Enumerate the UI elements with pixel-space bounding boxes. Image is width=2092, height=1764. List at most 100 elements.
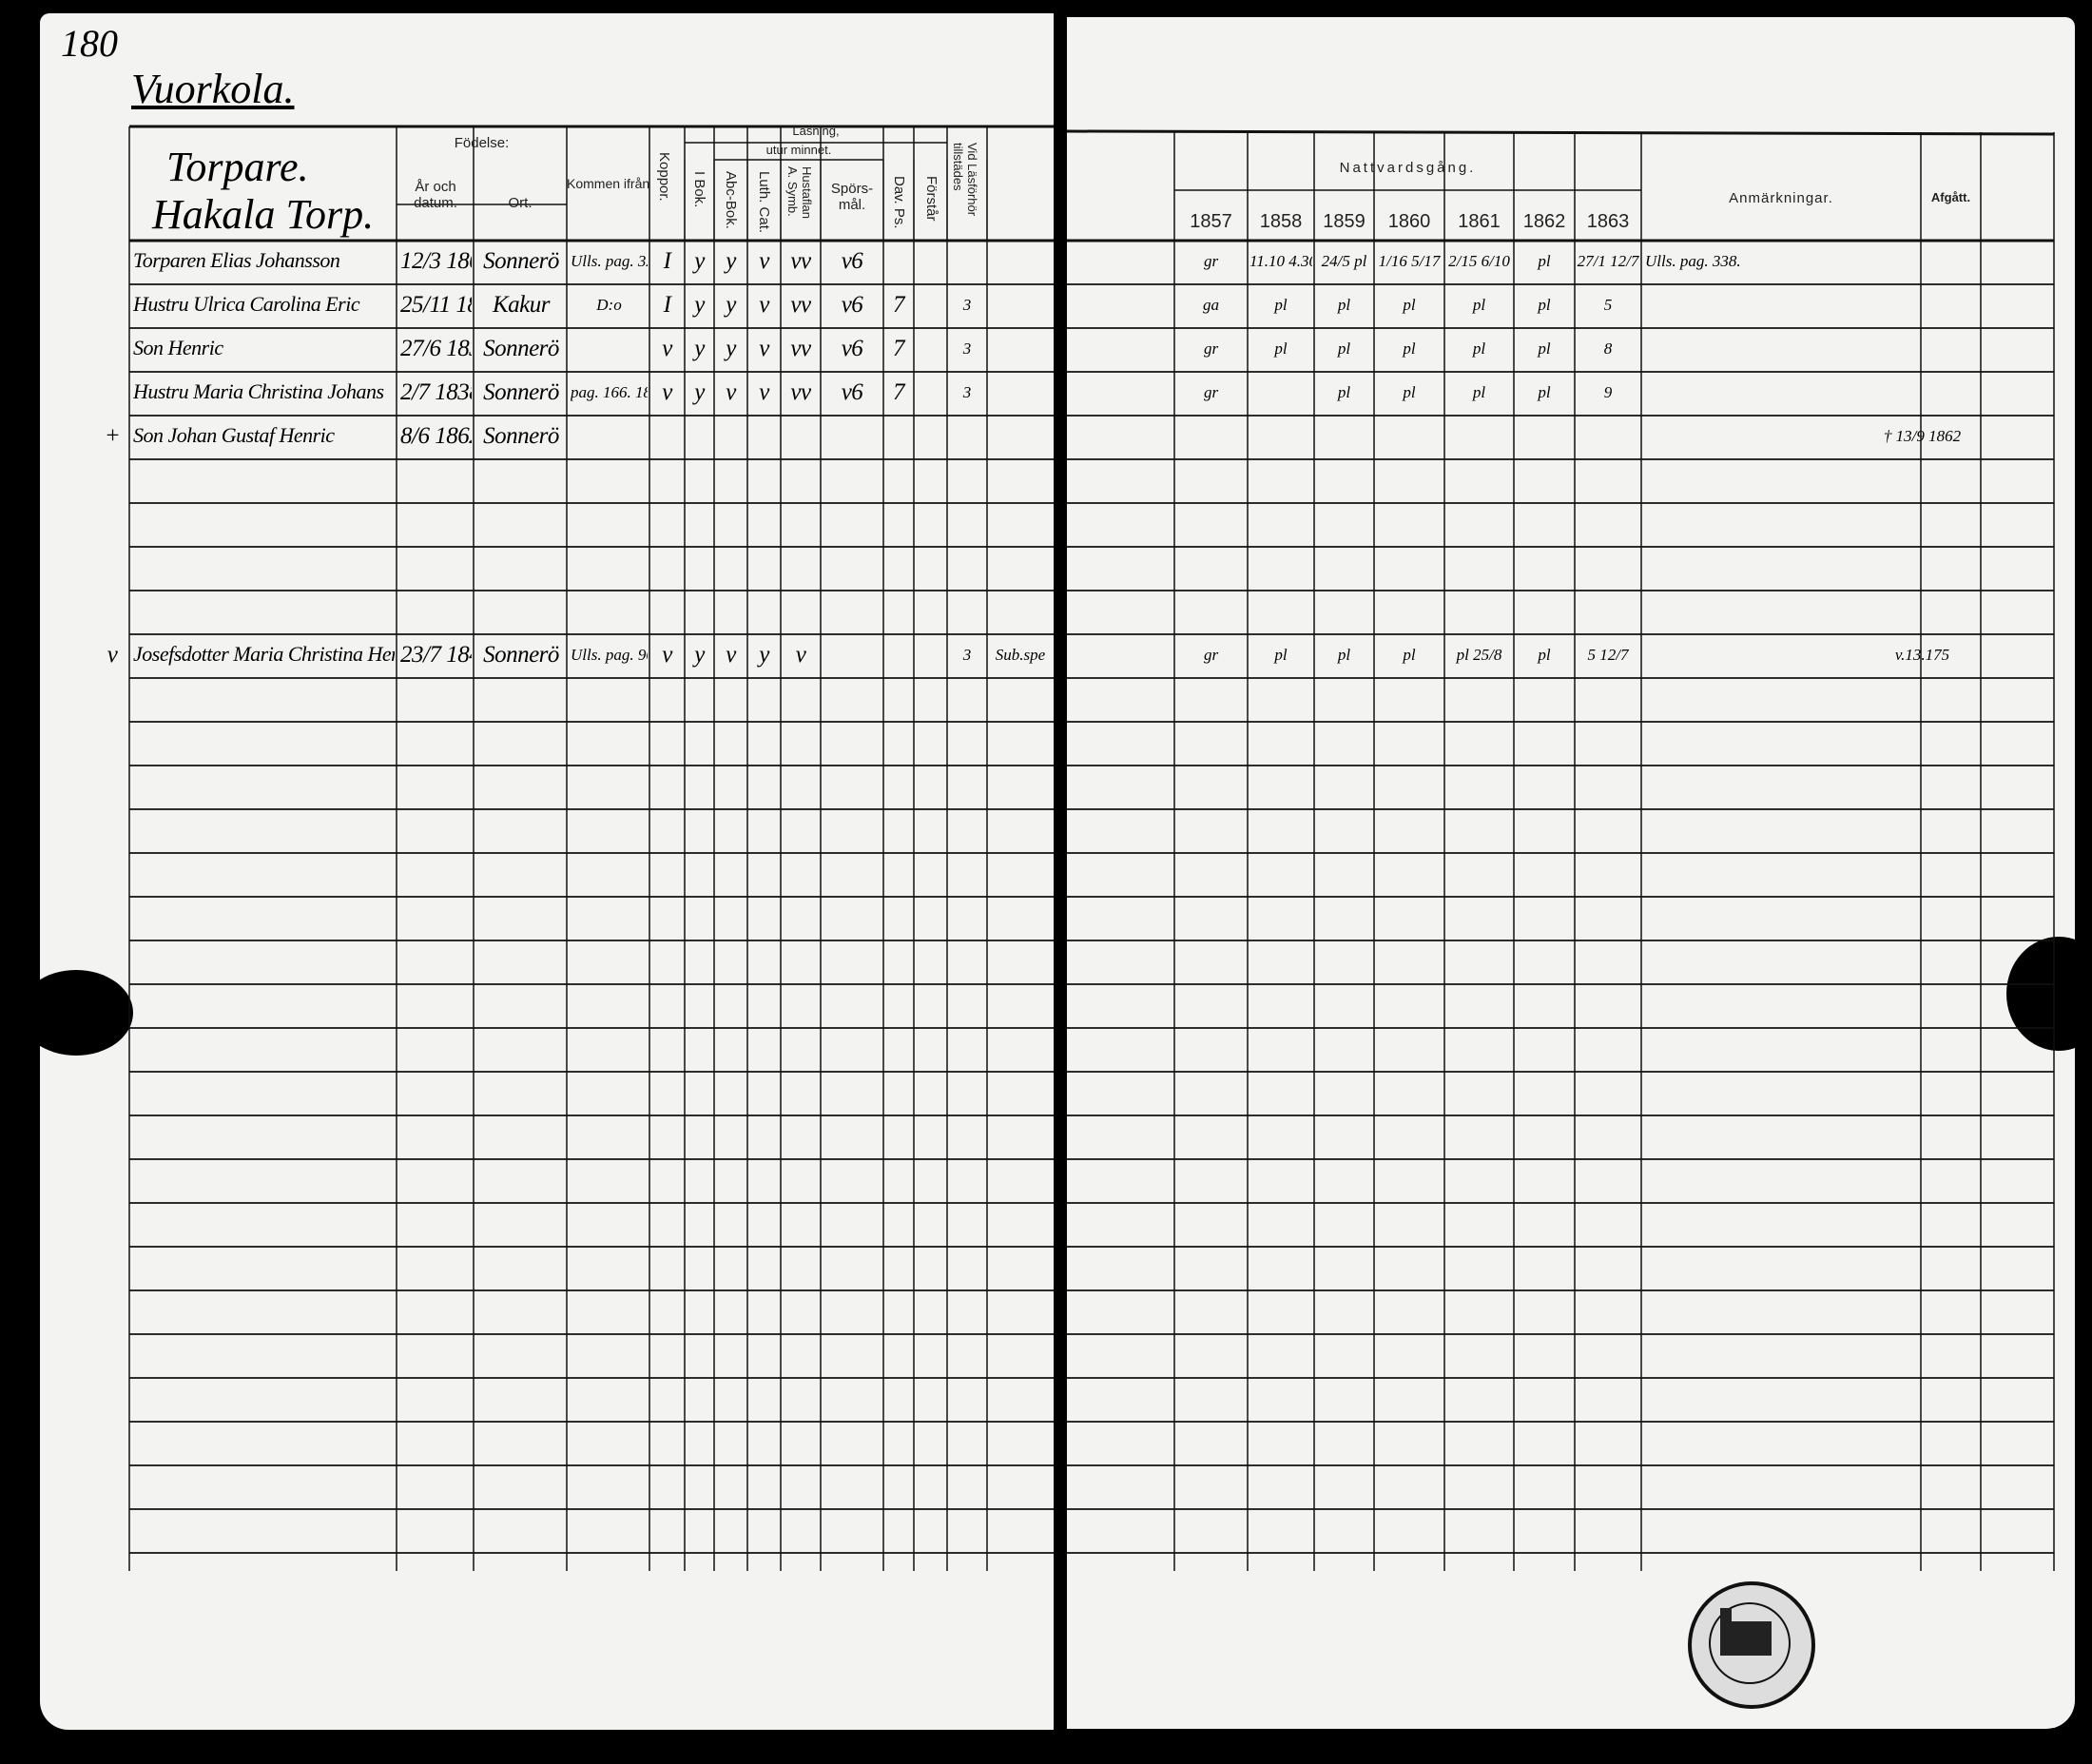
cell-ibok: y: [694, 379, 705, 405]
cell-name: Son Johan Gustaf Henric: [133, 423, 335, 447]
cell-abc: v: [726, 642, 736, 668]
cell-hust: v: [795, 642, 806, 668]
scan-shadow: [2006, 937, 2092, 1051]
header-kommen-ifran: Kommen ifrån: [567, 176, 650, 191]
category-label: Torpare.: [166, 144, 309, 190]
header-ort: Ort.: [508, 195, 533, 211]
header-abc-bok: Abc-Bok.: [723, 171, 739, 229]
cell-n1862: pl: [1538, 383, 1551, 401]
cell-name: Torparen Elias Johansson: [133, 248, 340, 272]
cell-hust: vv: [790, 336, 811, 361]
cell-n1857: gr: [1203, 646, 1219, 664]
cell-n1859: pl: [1337, 339, 1351, 358]
cell-n1858: pl: [1274, 646, 1288, 664]
cell-lasf: 3: [962, 339, 972, 358]
cell-spors: v6: [841, 248, 863, 274]
right-page: [1067, 17, 2075, 1729]
cell-afgatt: v.13.175: [1894, 646, 1950, 664]
cell-ibok: y: [694, 292, 705, 318]
cell-n1863: 5 12/7: [1587, 646, 1629, 664]
cell-n1863: 9: [1603, 383, 1613, 401]
cell-remark: Ulls. pag. 338.: [1645, 252, 1741, 270]
header-nattvardsgang: Nattvardsgång.: [1339, 160, 1477, 176]
village-name: Vuorkola.: [131, 66, 295, 112]
cell-name: Hustru Maria Christina Johans: [133, 379, 384, 403]
cell-ibok: y: [694, 642, 705, 668]
cell-koppor: I: [663, 248, 671, 274]
cell-n1861: pl: [1472, 383, 1486, 401]
cell-date: 12/3 1806: [400, 248, 472, 274]
cell-n1860: pl: [1403, 296, 1416, 314]
year-header-1862: 1862: [1522, 211, 1566, 232]
cell-n1859: pl: [1337, 296, 1351, 314]
cell-place: Sonnerö: [483, 336, 559, 361]
scan-shadow: [19, 970, 133, 1056]
header-i-bok: I Bok.: [691, 171, 707, 208]
cell-koppor: I: [663, 292, 671, 318]
cell-place: Sonnerö: [483, 642, 559, 668]
cell-n1859: pl: [1337, 383, 1351, 401]
farm-name: Hakala Torp.: [152, 191, 375, 238]
cell-date: 27/6 1837: [400, 336, 472, 361]
header-fodelse: Födelse:: [454, 135, 510, 151]
diocese-stamp: [1688, 1581, 1815, 1709]
cell-n1859: 24/5 pl: [1321, 252, 1367, 270]
cell-margin: +: [104, 423, 121, 449]
cell-dav: 7: [893, 292, 905, 318]
cell-from: Ulls. pag. 96 1857: [571, 646, 648, 664]
header-anmarkningar: Anmärkningar.: [1729, 190, 1833, 206]
cell-date: 2/7 1838: [400, 379, 472, 405]
cell-name: Son Henric: [133, 336, 223, 359]
header-luth-cat: Luth. Cat.: [756, 171, 772, 234]
cell-n1857: gr: [1203, 252, 1219, 270]
cell-lasf: 3: [962, 296, 972, 314]
cell-n1857: gr: [1203, 383, 1219, 401]
cell-lasf2: Sub.spe: [995, 646, 1046, 664]
cell-n1862: pl: [1538, 339, 1551, 358]
year-header-1860: 1860: [1387, 211, 1431, 232]
cell-place: Sonnerö: [483, 379, 559, 405]
cell-n1860: 1/16 5/17: [1378, 252, 1441, 270]
cell-lasf: 3: [962, 646, 972, 664]
cell-abc: y: [726, 248, 736, 274]
cell-name: Josefsdotter Maria Christina Hend.: [133, 642, 395, 666]
cell-n1863: 27/1 12/7: [1577, 252, 1639, 270]
header-sporsmal: Spörs-mål.: [830, 181, 874, 213]
cell-place: Sonnerö: [483, 423, 559, 449]
cell-luth: v: [759, 292, 769, 318]
header-forstar: Förstår: [923, 176, 939, 222]
cell-luth: v: [759, 336, 769, 361]
cell-n1861: 2/15 6/10: [1448, 252, 1510, 270]
header-utur-minnet: utur minnet.: [765, 143, 832, 157]
left-page: [40, 13, 1054, 1730]
cell-luth: y: [759, 642, 769, 668]
cell-n1861: pl: [1472, 296, 1486, 314]
cell-place: Kakur: [493, 292, 551, 318]
cell-n1858: 11.10 4.30 pl: [1249, 252, 1312, 270]
year-header-1857: 1857: [1190, 211, 1232, 232]
cell-spors: v6: [841, 292, 863, 318]
cell-date: 23/7 1846: [400, 642, 472, 668]
cell-date: 8/6 1862: [400, 423, 472, 449]
cell-margin: v: [107, 642, 118, 668]
header-ar-och-datum: År och datum.: [414, 179, 457, 211]
cell-n1862: pl: [1538, 296, 1551, 314]
cell-afgatt: † 13/9 1862: [1883, 427, 1962, 445]
cell-dav: 7: [893, 379, 905, 405]
cell-ibok: y: [694, 336, 705, 361]
cell-n1860: pl: [1403, 339, 1416, 358]
cell-from: Ulls. pag. 322: [571, 252, 648, 270]
cell-date: 25/11 1824: [400, 292, 472, 318]
header-koppor: Koppor.: [656, 152, 672, 202]
cell-koppor: v: [662, 336, 672, 361]
cell-hust: vv: [790, 379, 811, 405]
cell-n1861: pl: [1472, 339, 1486, 358]
header-lasning: Läsning,: [792, 124, 840, 138]
cell-koppor: v: [662, 642, 672, 668]
year-header-1859: 1859: [1323, 211, 1366, 232]
cell-luth: v: [759, 248, 769, 274]
cell-lasf: 3: [962, 383, 972, 401]
cell-n1861: pl 25/8: [1456, 646, 1502, 664]
